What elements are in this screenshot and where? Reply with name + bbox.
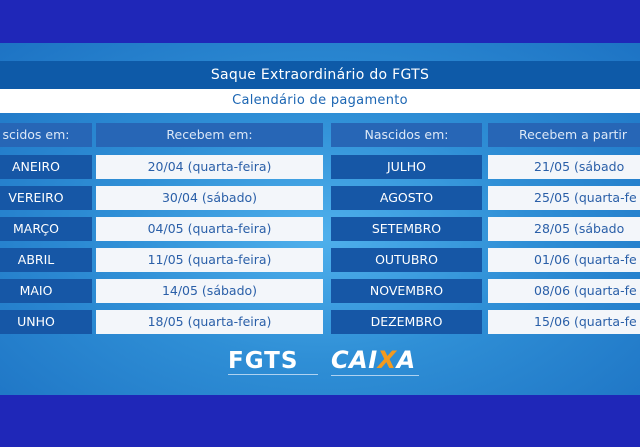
payment-calendar-panel: Saque Extraordinário do FGTS Calendário … xyxy=(0,43,640,395)
header-receive-right: Recebem a partir xyxy=(488,123,640,147)
right-row-date: 15/06 (quarta-fe xyxy=(488,310,640,334)
right-row-date: 21/05 (sábado xyxy=(488,155,640,179)
left-row-month: MAIO xyxy=(0,279,92,303)
left-row-month: ABRIL xyxy=(0,248,92,272)
caixa-logo-underline xyxy=(331,375,419,379)
right-row-month: DEZEMBRO xyxy=(331,310,482,334)
footer-logos: FGTS CAIXA xyxy=(0,346,640,386)
caixa-logo: CAIXA xyxy=(331,346,416,374)
calendar-title: Saque Extraordinário do FGTS xyxy=(0,61,640,89)
left-row-date: 18/05 (quarta-feira) xyxy=(96,310,323,334)
left-row-date: 20/04 (quarta-feira) xyxy=(96,155,323,179)
caixa-logo-suffix: A xyxy=(396,346,416,374)
fgts-logo: FGTS xyxy=(228,348,299,374)
right-row-date: 01/06 (quarta-fe xyxy=(488,248,640,272)
left-row-date: 30/04 (sábado) xyxy=(96,186,323,210)
right-row-date: 28/05 (sábado xyxy=(488,217,640,241)
caixa-logo-x: X xyxy=(377,346,397,374)
header-receive-left: Recebem em: xyxy=(96,123,323,147)
header-born-right: Nascidos em: xyxy=(331,123,482,147)
fgts-logo-underline xyxy=(228,374,318,378)
right-row-month: NOVEMBRO xyxy=(331,279,482,303)
header-born-left: scidos em: xyxy=(0,123,92,147)
right-row-month: OUTUBRO xyxy=(331,248,482,272)
calendar-subtitle: Calendário de pagamento xyxy=(0,89,640,113)
right-row-month: AGOSTO xyxy=(331,186,482,210)
right-row-date: 08/06 (quarta-fe xyxy=(488,279,640,303)
left-row-date: 14/05 (sábado) xyxy=(96,279,323,303)
left-row-month: ANEIRO xyxy=(0,155,92,179)
caixa-logo-prefix: CAI xyxy=(331,346,378,374)
left-row-month: UNHO xyxy=(0,310,92,334)
right-row-month: JULHO xyxy=(331,155,482,179)
right-row-date: 25/05 (quarta-fe xyxy=(488,186,640,210)
left-row-month: MARÇO xyxy=(0,217,92,241)
left-row-month: VEREIRO xyxy=(0,186,92,210)
right-row-month: SETEMBRO xyxy=(331,217,482,241)
left-row-date: 11/05 (quarta-feira) xyxy=(96,248,323,272)
left-row-date: 04/05 (quarta-feira) xyxy=(96,217,323,241)
